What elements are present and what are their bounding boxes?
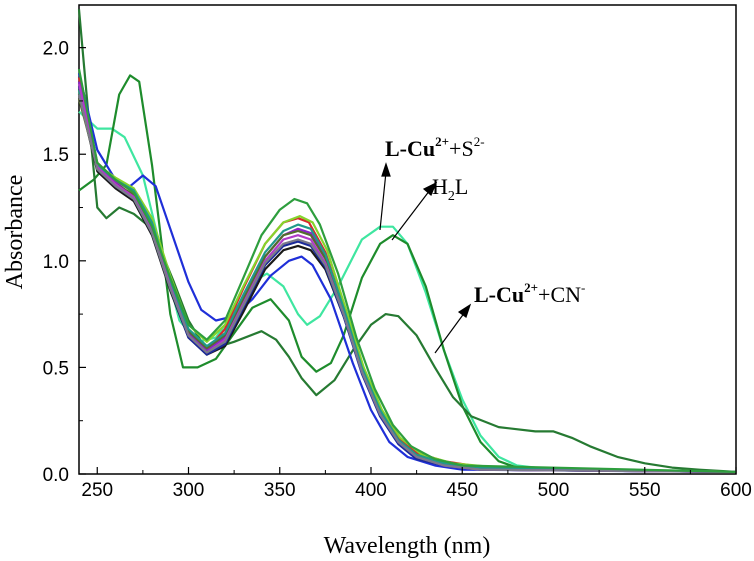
- annotation-cu-cn: L-Cu2++CN-: [474, 280, 585, 307]
- y-axis-title: Absorbance: [2, 175, 28, 290]
- series-line-13: [77, 68, 737, 473]
- arrow-h2l-line: [391, 189, 431, 241]
- arrow-s2-head: [381, 162, 391, 177]
- x-tick-label-3: 400: [355, 480, 387, 501]
- series-line-2: [77, 9, 737, 473]
- y-tick-label-2: 1.0: [43, 252, 69, 273]
- arrow-cn-line: [434, 311, 466, 354]
- annotation-cu-s2: L-Cu2++S2-: [385, 134, 485, 161]
- x-tick-label-7: 600: [720, 480, 752, 501]
- arrow-cn-head: [457, 303, 472, 318]
- series-line-1: [78, 74, 737, 473]
- plot-frame: [78, 4, 737, 475]
- x-tick-label-1: 300: [173, 480, 205, 501]
- series-line-10: [77, 90, 737, 473]
- tick-layer: 250 300 350 400 450 500 550 600 0.0 0.5 1.0 1.5 2.0: [43, 39, 752, 501]
- y-tick-label-1: 0.5: [43, 358, 69, 379]
- annotation-h2l: H2L: [432, 174, 468, 204]
- y-tick-label-0: 0.0: [43, 465, 69, 486]
- arrow-s2-line: [379, 171, 387, 231]
- x-tick-label-6: 550: [629, 480, 661, 501]
- arrow-h2l-head: [422, 181, 438, 196]
- series-layer: [77, 9, 737, 473]
- y-tick-label-3: 1.5: [43, 145, 69, 166]
- x-tick-label-2: 350: [264, 480, 296, 501]
- annotation-arrows: [379, 162, 472, 354]
- series-line-12: [77, 94, 737, 473]
- series-line-3: [77, 72, 737, 473]
- x-axis-title: Wavelength (nm): [324, 533, 491, 559]
- x-tick-label-5: 500: [538, 480, 570, 501]
- x-tick-label-4: 450: [446, 480, 478, 501]
- y-tick-label-4: 2.0: [43, 39, 69, 60]
- x-tick-label-0: 250: [81, 480, 113, 501]
